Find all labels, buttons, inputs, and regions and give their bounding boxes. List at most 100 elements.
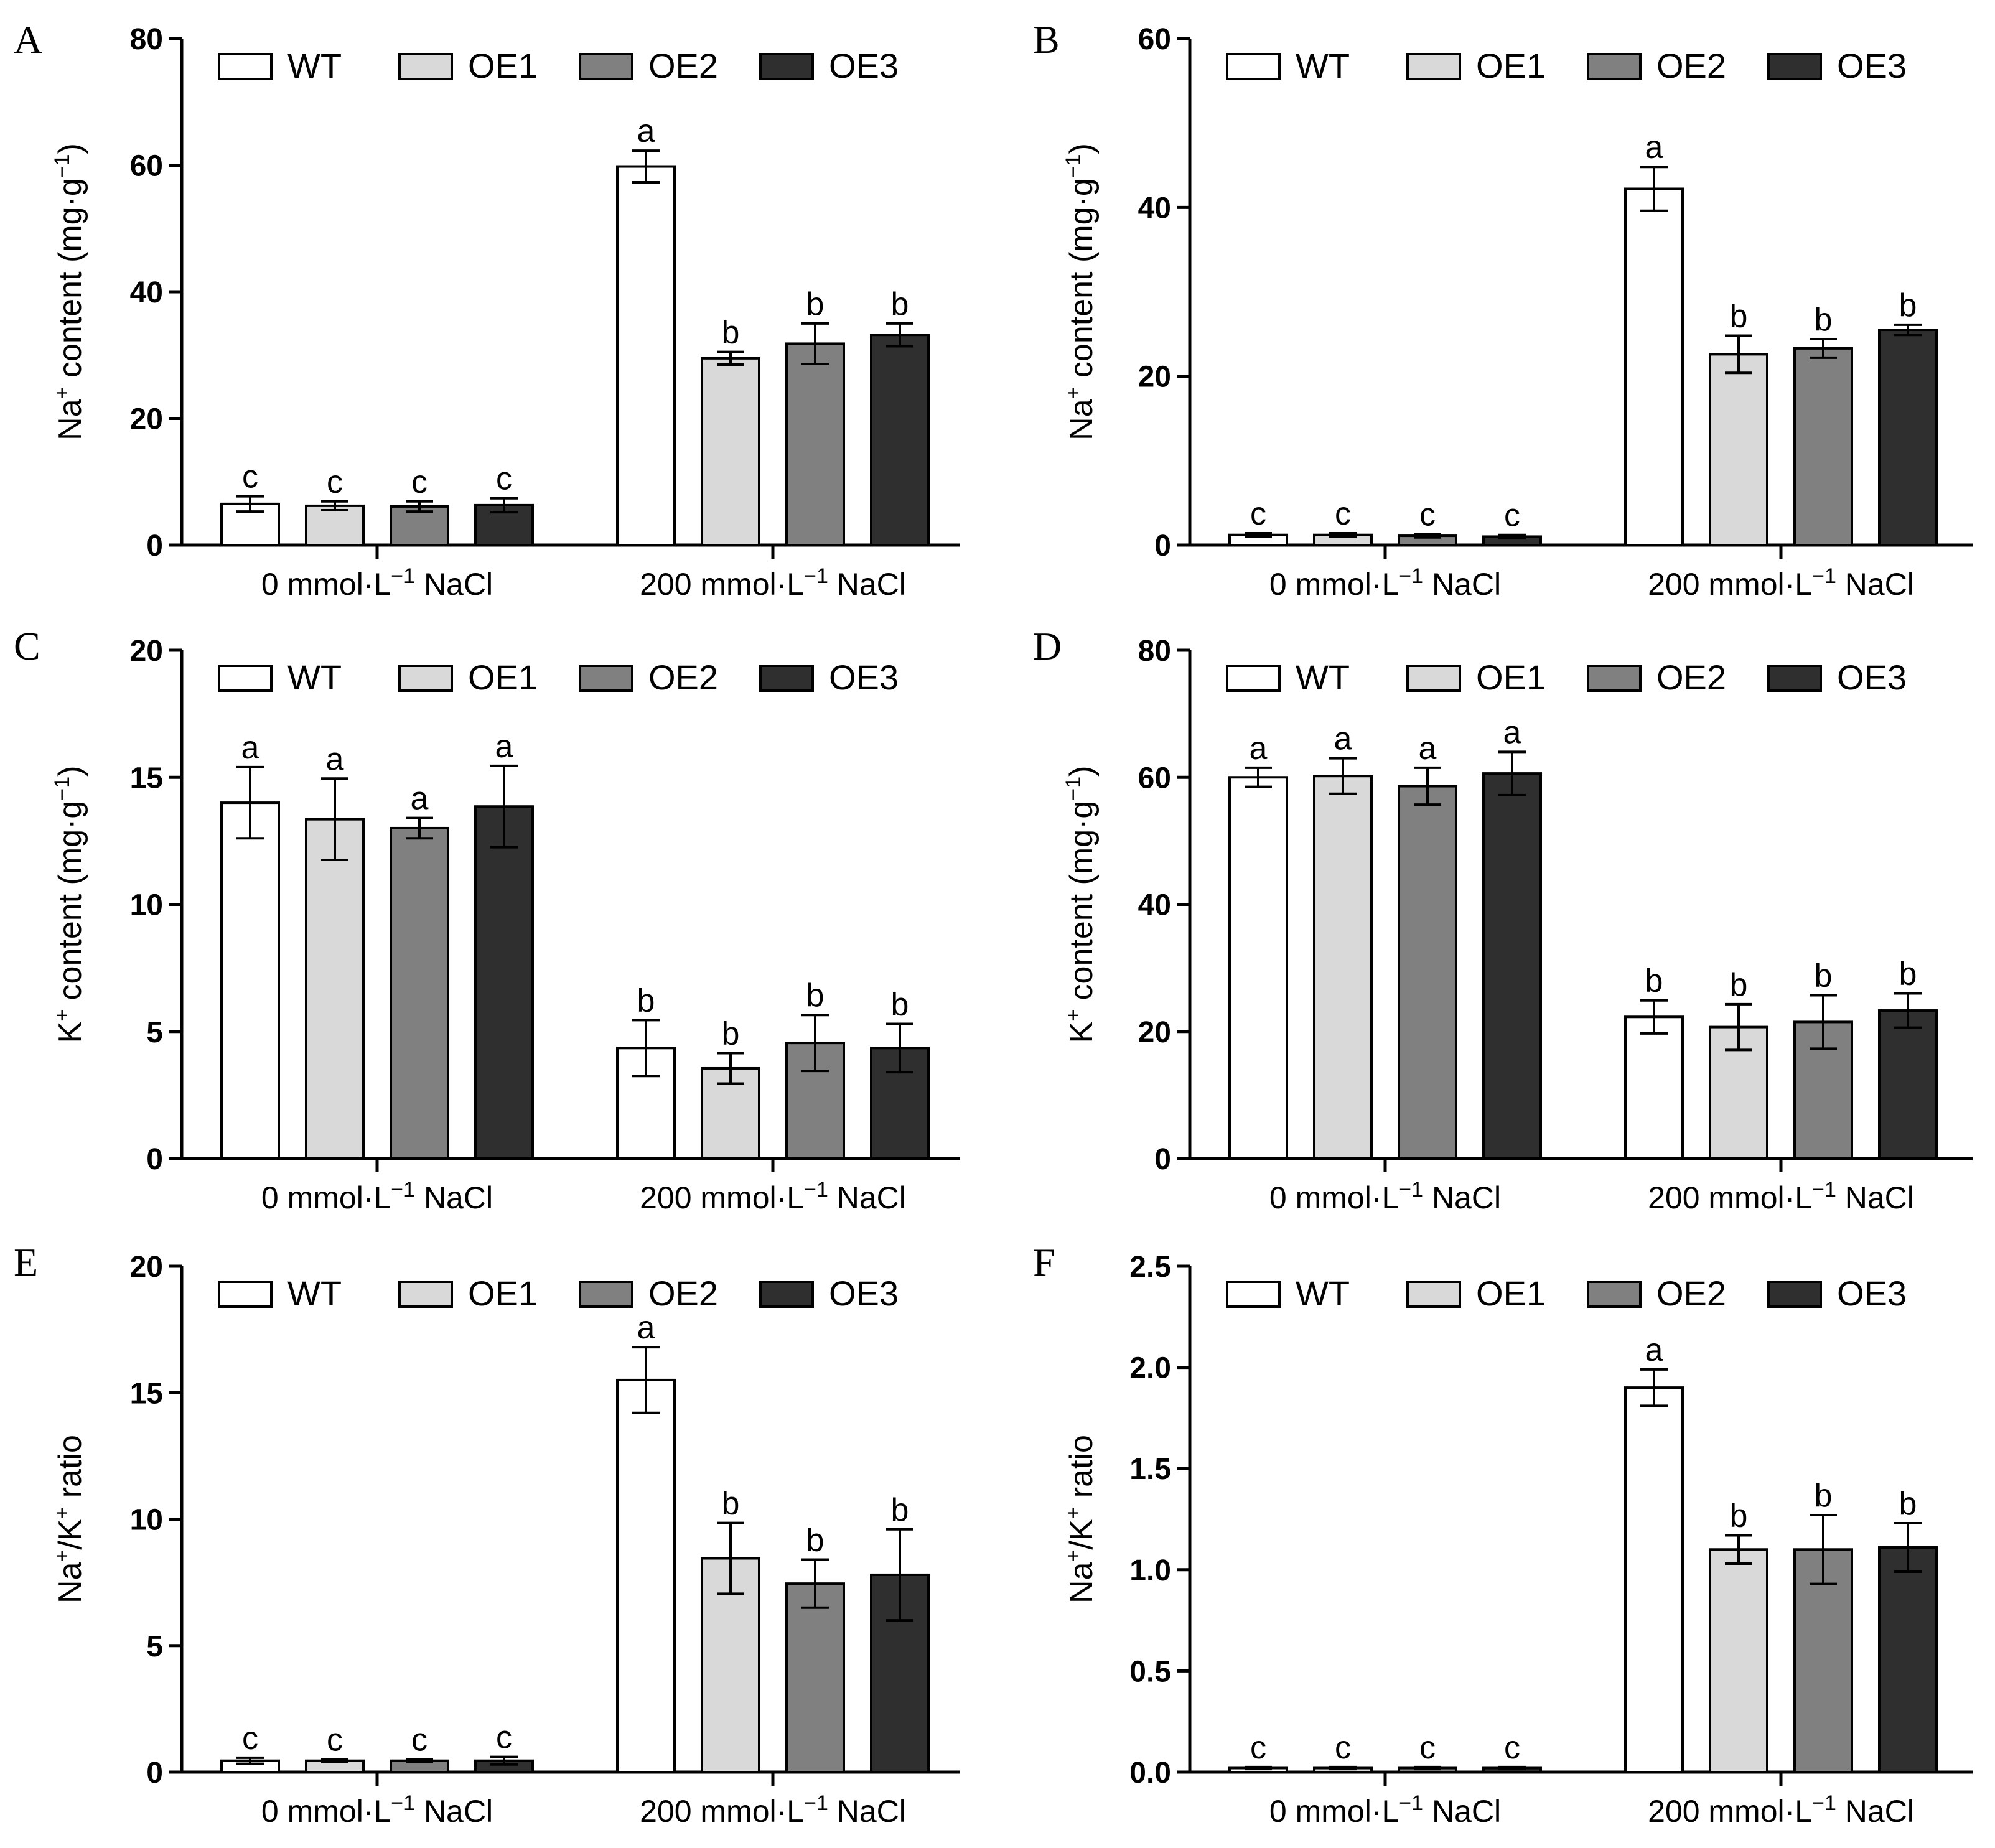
panel-letter: E: [14, 1240, 38, 1284]
bar-wt-nacl: [1624, 1386, 1684, 1774]
legend-swatch-wt: [1226, 53, 1281, 80]
panel-letter: F: [1033, 1240, 1055, 1284]
significance-letter: b: [891, 986, 909, 1022]
y-tick-label: 20: [130, 403, 163, 436]
y-tick-label: 10: [130, 1504, 163, 1537]
panel-letter: C: [14, 624, 40, 668]
y-tick-label: 60: [1138, 23, 1171, 56]
significance-letter: a: [1250, 730, 1268, 767]
significance-letter: b: [1899, 1486, 1917, 1522]
bar-oe1-nacl: [701, 357, 760, 547]
legend-label-oe1: OE1: [468, 1274, 538, 1313]
legend-label-oe3: OE3: [829, 658, 899, 697]
y-tick-label: 1.5: [1129, 1453, 1171, 1486]
significance-letter: a: [1503, 714, 1521, 750]
significance-letter: a: [326, 741, 344, 777]
x-category-label: 0 mmol·L−1 NaCl: [1269, 564, 1501, 602]
legend-swatch-oe1: [1406, 665, 1461, 692]
y-tick-label: 2.0: [1129, 1352, 1171, 1385]
y-tick-label: 80: [130, 23, 163, 56]
y-tick-label: 15: [130, 762, 163, 795]
legend-label-oe2: OE2: [1656, 46, 1726, 85]
legend-label-oe2: OE2: [648, 46, 718, 85]
legend-label-wt: WT: [1296, 658, 1350, 697]
significance-letter: c: [1419, 1730, 1436, 1766]
significance-letter: a: [1334, 721, 1352, 757]
legend-swatch-oe1: [1406, 1281, 1461, 1308]
panel-letter: B: [1033, 17, 1060, 62]
y-tick-label: 60: [1138, 762, 1171, 795]
bar-oe2-nacl: [1793, 347, 1853, 546]
legend-swatch-wt: [1226, 665, 1281, 692]
significance-letter: b: [1730, 1498, 1748, 1534]
bar-oe1-control: [305, 504, 365, 546]
y-tick-label: 20: [130, 1251, 163, 1284]
panel-B: B 0 20 40 60 Na+ content (mg·g−1) 0 mmol·L−1 N…: [1033, 17, 1973, 602]
x-category-label: 0 mmol·L−1 NaCl: [261, 1178, 493, 1215]
legend-swatch-oe3: [1767, 665, 1822, 692]
significance-letter: b: [891, 1492, 909, 1528]
legend-swatch-wt: [218, 1281, 273, 1308]
bar-oe1-control: [1313, 775, 1373, 1160]
significance-letter: b: [1730, 299, 1748, 335]
y-tick-label: 5: [146, 1630, 163, 1663]
bar-oe3-control: [1482, 772, 1542, 1160]
significance-letter: a: [637, 1310, 655, 1346]
bar-oe3-nacl: [1878, 1546, 1938, 1774]
legend-label-oe1: OE1: [468, 658, 538, 697]
legend-label-oe3: OE3: [1837, 46, 1907, 85]
significance-letter: a: [637, 113, 655, 149]
legend-swatch-oe1: [398, 1281, 453, 1308]
y-tick-label: 0.5: [1129, 1655, 1171, 1688]
significance-letter: b: [806, 1523, 825, 1559]
significance-letter: c: [1335, 1730, 1351, 1766]
panel-letter: D: [1033, 624, 1062, 668]
significance-letter: a: [411, 781, 429, 817]
y-tick-label: 0: [1154, 1143, 1171, 1176]
legend-swatch-oe2: [579, 53, 633, 80]
bar-oe2-nacl: [1793, 1548, 1853, 1774]
bar-oe3-nacl: [870, 334, 930, 546]
significance-letter: c: [411, 1722, 427, 1758]
significance-letter: a: [495, 729, 513, 765]
y-tick-label: 20: [1138, 1016, 1171, 1049]
significance-letter: b: [1899, 287, 1917, 324]
panel-F: F 0.0 0.5 1.0 1.5 2.0 2.5 Na+/K+ ratio 0 mmol·L−…: [1033, 1240, 1973, 1829]
y-tick-label: 40: [1138, 192, 1171, 225]
legend-swatch-oe1: [398, 53, 453, 80]
y-tick-label: 0: [146, 530, 163, 562]
panel-A: A 0 20 40 60 80 Na+ content (mg·g−1) 0 mmol·L−1…: [14, 17, 960, 602]
significance-letter: b: [1899, 956, 1917, 992]
legend-label-wt: WT: [287, 658, 342, 697]
significance-letter: b: [1815, 302, 1833, 338]
legend-swatch-oe3: [1767, 53, 1822, 80]
legend-label-oe2: OE2: [1656, 658, 1726, 697]
significance-letter: b: [1730, 967, 1748, 1003]
y-axis-title: Na+/K+ ratio: [50, 1435, 88, 1603]
significance-letter: b: [806, 286, 825, 322]
y-tick-label: 0.0: [1129, 1757, 1171, 1790]
significance-letter: c: [1250, 496, 1266, 532]
legend-swatch-oe2: [1587, 53, 1642, 80]
bar-oe3-nacl: [1878, 329, 1938, 546]
legend-label-oe2: OE2: [648, 1274, 718, 1313]
legend-label-oe3: OE3: [1837, 658, 1907, 697]
legend-label-oe3: OE3: [1837, 1274, 1907, 1313]
panel-D: D 0 20 40 60 80 K+ content (mg·g−1) 0 mmol·L−1 …: [1033, 624, 1973, 1215]
legend-swatch-wt: [218, 53, 273, 80]
legend-label-wt: WT: [287, 1274, 342, 1313]
significance-letter: c: [1335, 496, 1351, 532]
y-tick-label: 1.0: [1129, 1554, 1171, 1587]
significance-letter: c: [1250, 1730, 1266, 1766]
y-tick-label: 2.5: [1129, 1251, 1171, 1284]
x-category-label: 200 mmol·L−1 NaCl: [640, 1178, 906, 1215]
significance-letter: c: [411, 464, 427, 500]
significance-letter: c: [496, 1720, 512, 1756]
bar-oe3-control: [474, 805, 534, 1160]
y-axis-title: K+ content (mg·g−1): [1062, 766, 1100, 1043]
bar-oe1-control: [305, 818, 365, 1160]
legend-swatch-oe2: [1587, 1281, 1642, 1308]
y-tick-label: 40: [130, 276, 163, 309]
y-tick-label: 5: [146, 1016, 163, 1049]
legend-label-oe1: OE1: [1476, 46, 1546, 85]
